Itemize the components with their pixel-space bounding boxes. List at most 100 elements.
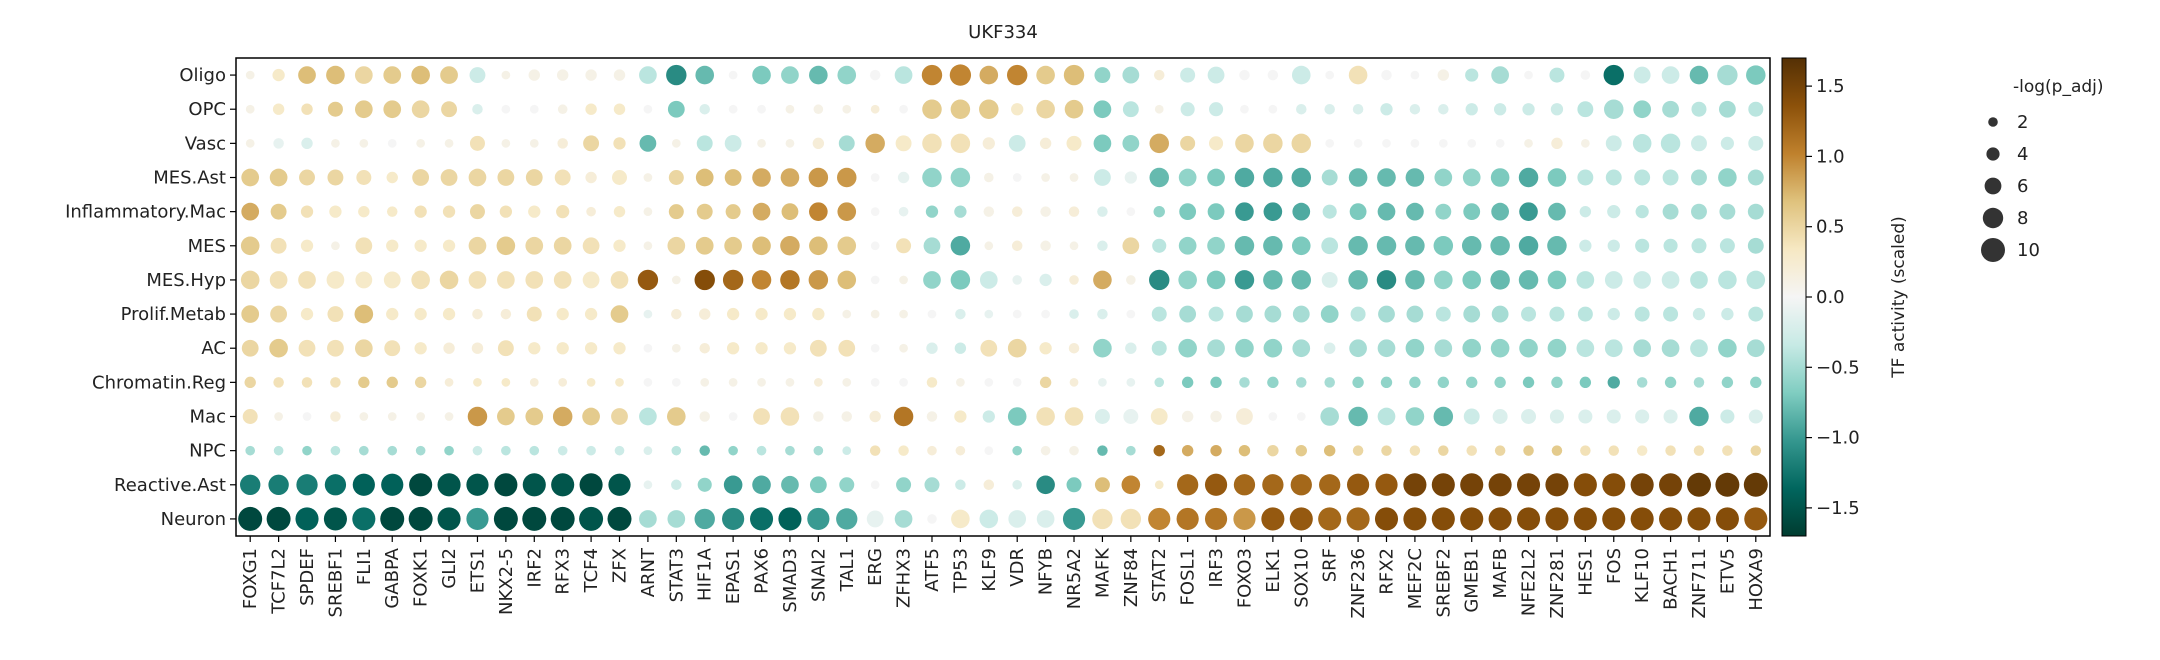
dot-mark [1659, 507, 1683, 531]
dot-mark [323, 507, 347, 531]
dot-mark [1718, 100, 1736, 118]
dot-mark [1267, 69, 1279, 81]
dot-mark [1403, 507, 1427, 531]
dot-mark [726, 307, 740, 321]
dot-mark [1262, 474, 1284, 496]
dot-mark [270, 305, 288, 323]
dot-mark [1549, 306, 1565, 322]
dot-mark [266, 506, 291, 531]
dot-mark [300, 205, 314, 218]
dot-mark [556, 307, 569, 321]
dot-mark [529, 139, 539, 148]
dot-mark [668, 204, 684, 220]
dot-mark [1012, 309, 1022, 319]
row-label: AC [201, 338, 226, 359]
dot-mark [529, 445, 540, 456]
dot-mark [1098, 378, 1107, 387]
row-labels: Oligo OPC Vasc MES.Ast Inflammatory.Mac MES ME… [65, 65, 236, 530]
dot-mark [1748, 409, 1763, 424]
dot-mark [1008, 134, 1026, 152]
dot-mark [387, 445, 398, 456]
row-label: NPC [189, 441, 226, 462]
column-label: SOX10 [1291, 548, 1312, 608]
dot-mark [355, 271, 373, 289]
row-label: Inflammatory.Mac [65, 202, 226, 223]
dot-mark [1405, 168, 1425, 187]
dot-mark [1576, 271, 1595, 289]
dot-mark [352, 473, 375, 496]
dot-mark [1630, 473, 1654, 497]
column-label: FOXK1 [411, 548, 432, 607]
dot-mark [1348, 65, 1368, 85]
dot-mark [1377, 407, 1396, 426]
dot-mark [1120, 508, 1142, 530]
dot-mark [751, 270, 772, 290]
dot-mark [1012, 479, 1023, 490]
dot-mark [585, 171, 597, 184]
dot-mark [1549, 67, 1565, 83]
dot-mark [1176, 474, 1199, 496]
dot-mark [1122, 101, 1139, 118]
dot-mark [1097, 206, 1108, 217]
dot-mark [752, 475, 771, 495]
dot-mark [1494, 445, 1506, 456]
dot-mark [472, 445, 483, 456]
dot-mark [1577, 169, 1594, 186]
dot-mark [387, 412, 397, 421]
column-label: ZNF236 [1348, 548, 1369, 619]
dot-mark [780, 270, 800, 290]
dot-mark [1240, 104, 1249, 114]
dot-mark [837, 202, 857, 221]
dot-mark [1348, 168, 1368, 187]
dot-mark [1550, 103, 1564, 116]
dot-mark [954, 205, 967, 218]
dot-mark [326, 271, 345, 289]
column-label: FOXG1 [240, 548, 261, 609]
dot-mark [354, 304, 374, 324]
dot-mark [1238, 444, 1251, 457]
dot-mark [1181, 444, 1194, 457]
column-label: TAL1 [837, 548, 858, 592]
dot-mark [268, 474, 289, 495]
dot-mark [1375, 473, 1398, 496]
dot-mark [494, 473, 518, 497]
dot-mark [1460, 473, 1484, 497]
dot-mark [497, 271, 515, 289]
dot-mark [1748, 101, 1764, 117]
dot-mark [671, 378, 681, 387]
dot-mark [272, 103, 285, 115]
dot-mark [1663, 306, 1679, 322]
dot-mark [468, 271, 487, 289]
dot-mark [273, 138, 284, 149]
dot-mark [780, 168, 800, 187]
dot-mark [1524, 70, 1533, 80]
dot-mark [1094, 169, 1111, 186]
dot-mark [1405, 338, 1425, 358]
dot-mark [1349, 203, 1367, 221]
column-label: ZNF281 [1547, 548, 1568, 619]
dot-mark [245, 445, 256, 456]
column-label: SNAI2 [808, 548, 829, 602]
dot-mark [1381, 69, 1392, 81]
dot-mark [696, 135, 713, 152]
dot-mark [785, 445, 795, 456]
dot-mark [809, 65, 828, 85]
dot-mark [245, 70, 255, 80]
dot-mark [1721, 307, 1734, 321]
dot-mark [755, 307, 768, 321]
dot-mark [301, 377, 313, 388]
row-label: MES.Hyp [146, 270, 226, 291]
dot-mark [842, 309, 852, 319]
dot-mark [1545, 473, 1569, 497]
dot-mark [443, 342, 455, 354]
dot-mark [1492, 409, 1508, 424]
dot-mark [1635, 409, 1650, 424]
dot-mark [728, 70, 738, 80]
dot-mark [1093, 100, 1112, 119]
dot-mark [836, 508, 858, 530]
dot-mark [240, 474, 261, 495]
dot-mark [921, 64, 943, 86]
dot-mark [870, 173, 880, 182]
dot-mark [553, 271, 572, 289]
dot-mark [352, 507, 376, 531]
